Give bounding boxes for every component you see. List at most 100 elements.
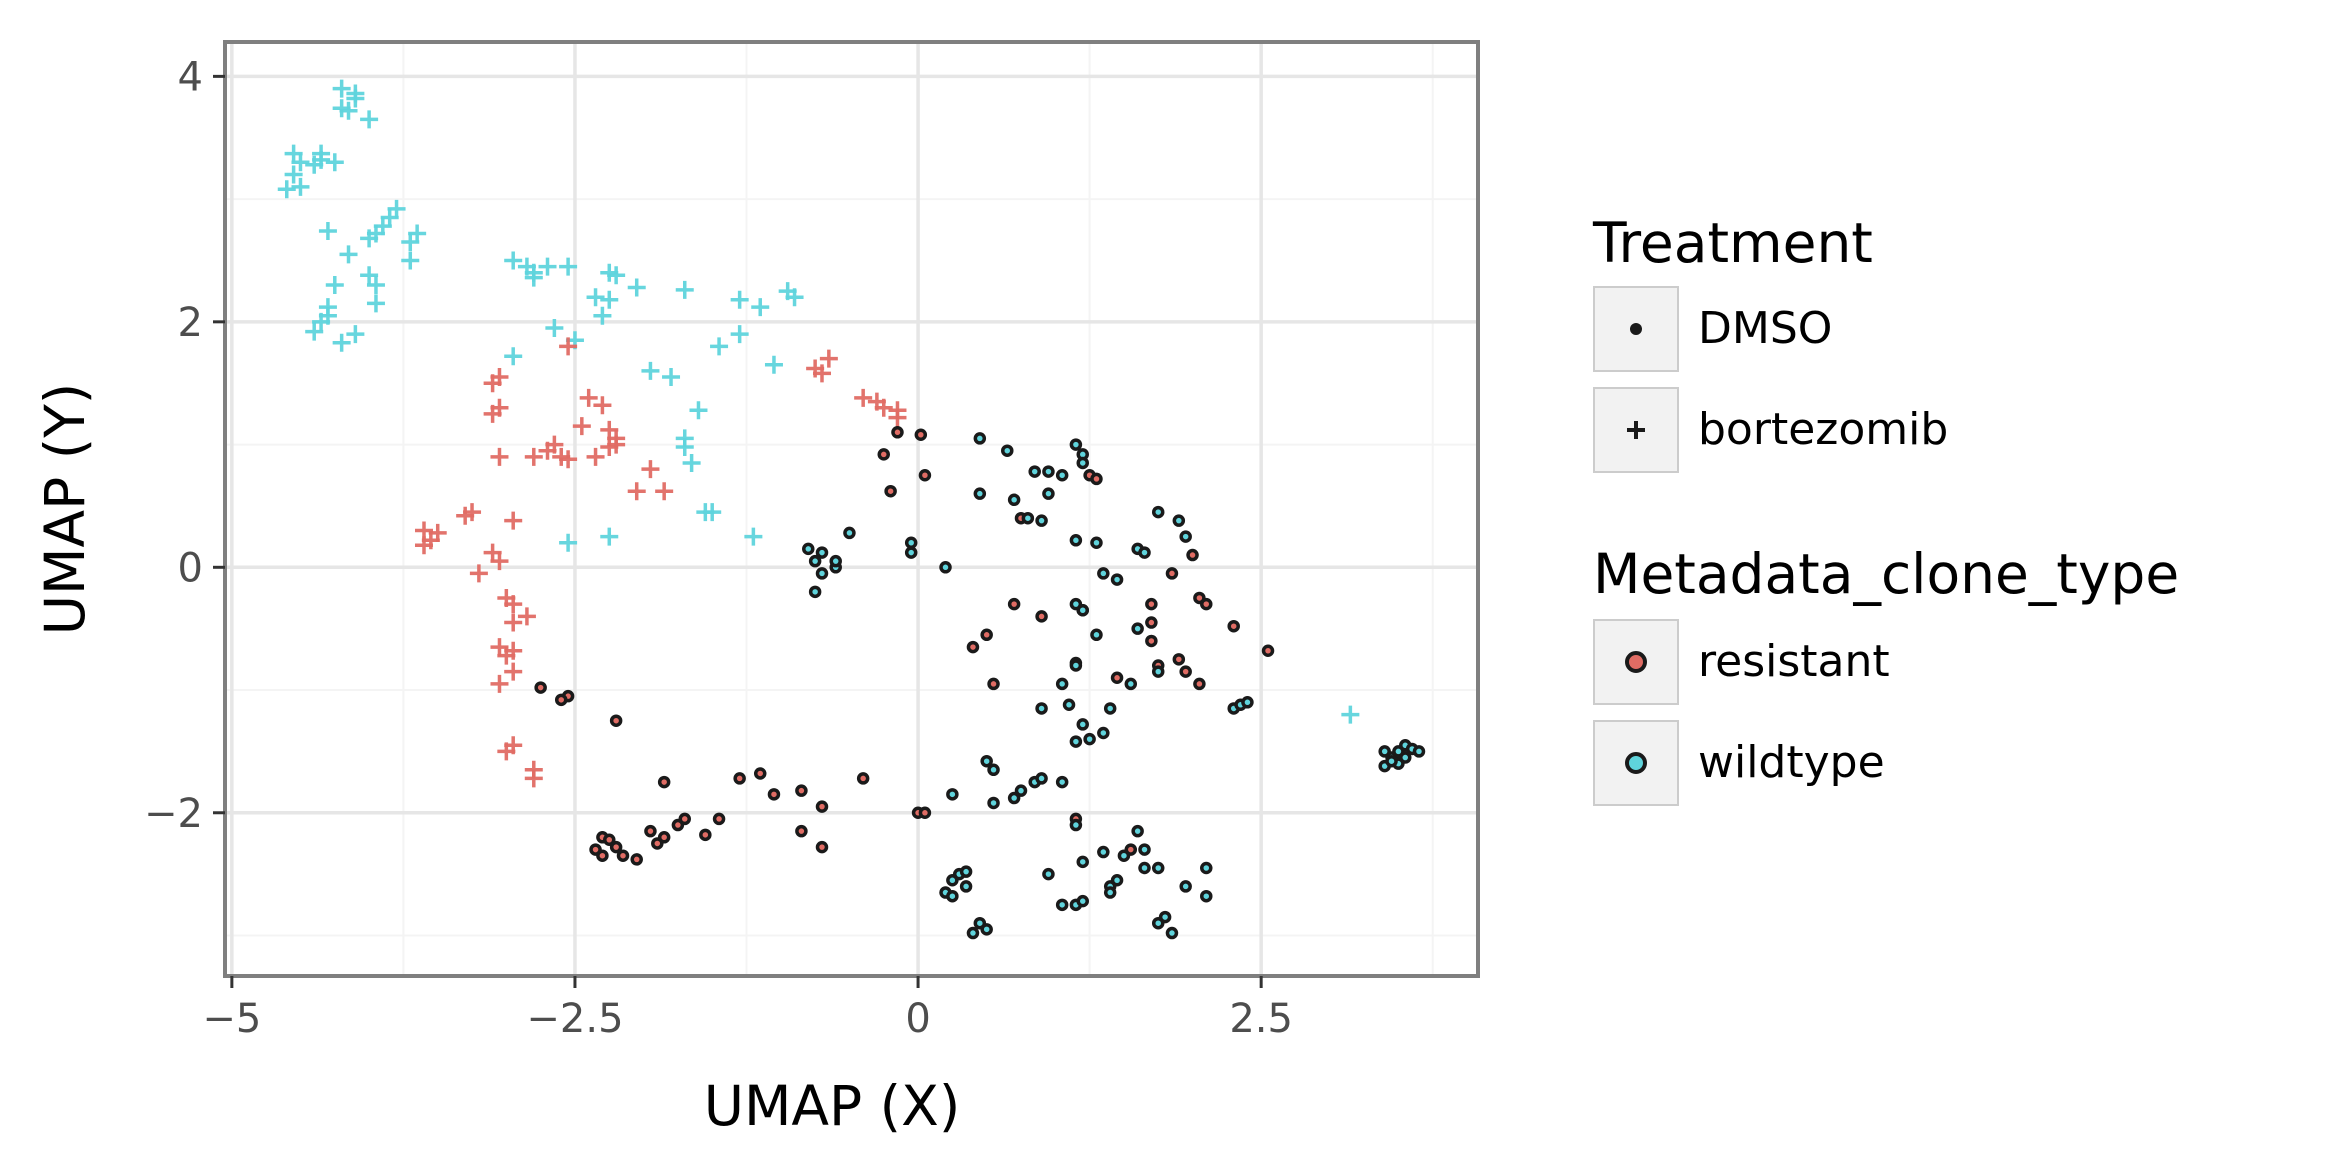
point-dmso-wildtype xyxy=(939,561,952,574)
point-dmso-wildtype xyxy=(1035,514,1048,527)
point-dmso-resistant xyxy=(918,806,932,820)
point-bortezomib-wildtype xyxy=(730,325,749,344)
point-dmso-wildtype xyxy=(802,542,815,556)
point-bortezomib-wildtype xyxy=(1341,705,1360,724)
point-bortezomib-wildtype xyxy=(504,347,523,366)
point-bortezomib-wildtype xyxy=(593,306,612,325)
point-dmso-wildtype xyxy=(1110,874,1124,887)
point-dmso-wildtype xyxy=(843,526,856,540)
point-dmso-resistant xyxy=(712,812,726,826)
point-dmso-resistant xyxy=(1172,653,1186,666)
point-dmso-resistant xyxy=(596,849,609,862)
point-bortezomib-wildtype xyxy=(689,401,708,420)
point-dmso-wildtype xyxy=(1385,754,1398,768)
point-dmso-resistant xyxy=(616,849,630,862)
point-dmso-wildtype xyxy=(1069,534,1083,547)
point-bortezomib-resistant xyxy=(888,408,907,427)
point-bortezomib-resistant xyxy=(854,388,873,407)
point-bortezomib-wildtype xyxy=(318,298,337,317)
point-bortezomib-resistant xyxy=(504,613,523,632)
point-dmso-resistant xyxy=(918,468,932,482)
point-bortezomib-wildtype xyxy=(366,294,385,313)
point-dmso-wildtype xyxy=(904,536,918,550)
point-dmso-wildtype xyxy=(1007,791,1021,805)
point-dmso-wildtype xyxy=(1035,702,1048,715)
point-dmso-resistant xyxy=(678,812,692,826)
point-dmso-wildtype xyxy=(1124,677,1138,691)
legend-symbol-wildtype xyxy=(1625,752,1647,774)
legend-label-bortezomib: bortezomib xyxy=(1698,404,1948,455)
point-dmso-wildtype xyxy=(1007,493,1021,507)
point-dmso-resistant xyxy=(609,714,623,727)
point-bortezomib-wildtype xyxy=(600,527,619,546)
point-bortezomib-wildtype xyxy=(360,110,379,129)
point-dmso-resistant xyxy=(1165,567,1179,580)
point-dmso-wildtype xyxy=(1069,659,1083,672)
point-bortezomib-wildtype xyxy=(318,222,337,241)
point-dmso-resistant xyxy=(815,840,829,854)
x-axis-title: UMAP (X) xyxy=(704,1074,961,1138)
x-tick-label: −2.5 xyxy=(526,996,623,1042)
point-dmso-wildtype xyxy=(1103,702,1117,715)
point-dmso-wildtype xyxy=(1179,880,1192,893)
point-bortezomib-resistant xyxy=(504,595,523,614)
point-dmso-resistant xyxy=(1110,671,1124,685)
point-bortezomib-wildtype xyxy=(332,79,351,98)
x-tick-label: −5 xyxy=(202,996,261,1042)
point-dmso-resistant xyxy=(980,628,993,642)
point-bortezomib-wildtype xyxy=(291,177,310,196)
y-axis-title: UMAP (Y) xyxy=(33,383,97,636)
point-dmso-wildtype xyxy=(808,554,822,568)
point-dmso-wildtype xyxy=(1055,775,1069,789)
point-dmso-resistant xyxy=(733,772,746,785)
point-dmso-wildtype xyxy=(1076,456,1089,470)
point-bortezomib-wildtype xyxy=(675,438,694,457)
point-dmso-wildtype xyxy=(1138,861,1151,875)
point-dmso-wildtype xyxy=(1090,536,1103,550)
point-dmso-resistant xyxy=(753,767,767,780)
point-dmso-wildtype xyxy=(946,889,959,903)
point-dmso-wildtype xyxy=(1097,567,1110,580)
point-bortezomib-resistant xyxy=(504,641,523,660)
legend-title-treatment: Treatment xyxy=(1592,211,1873,275)
y-tick-label: 4 xyxy=(178,54,203,100)
point-dmso-wildtype xyxy=(1097,845,1110,859)
point-bortezomib-wildtype xyxy=(538,257,557,276)
point-dmso-wildtype xyxy=(1131,824,1144,838)
point-dmso-wildtype xyxy=(1055,898,1069,912)
point-dmso-wildtype xyxy=(1076,894,1089,908)
x-tick-label: 2.5 xyxy=(1229,996,1293,1042)
point-bortezomib-resistant xyxy=(483,374,502,393)
point-dmso-resistant xyxy=(534,681,547,694)
point-bortezomib-resistant xyxy=(874,398,893,417)
point-bortezomib-resistant xyxy=(559,337,578,356)
point-bortezomib-wildtype xyxy=(360,266,379,285)
point-bortezomib-resistant xyxy=(490,674,509,693)
point-dmso-wildtype xyxy=(973,487,987,500)
point-dmso-wildtype xyxy=(980,923,993,936)
point-bortezomib-resistant xyxy=(524,769,543,788)
y-tick-label: 0 xyxy=(178,545,203,591)
point-dmso-wildtype xyxy=(1028,465,1041,478)
point-dmso-wildtype xyxy=(1138,843,1151,856)
point-bortezomib-wildtype xyxy=(360,229,379,248)
point-dmso-wildtype xyxy=(1042,465,1055,478)
point-bortezomib-wildtype xyxy=(346,325,365,344)
point-dmso-wildtype xyxy=(1090,628,1103,642)
point-bortezomib-resistant xyxy=(469,564,488,583)
point-bortezomib-wildtype xyxy=(312,312,331,331)
point-bortezomib-resistant xyxy=(504,662,523,681)
y-tick-label: 2 xyxy=(178,300,203,346)
point-dmso-wildtype xyxy=(1172,514,1186,527)
point-dmso-wildtype xyxy=(987,796,1000,810)
point-dmso-wildtype xyxy=(1241,696,1254,709)
x-axis-ticks: −5 −2.5 0 2.5 xyxy=(202,976,1293,1042)
point-dmso-wildtype xyxy=(1151,505,1165,519)
point-dmso-wildtype xyxy=(829,554,842,568)
point-dmso-resistant xyxy=(1200,597,1213,611)
point-dmso-wildtype xyxy=(1083,732,1096,746)
point-bortezomib-wildtype xyxy=(545,318,564,337)
point-bortezomib-wildtype xyxy=(332,333,351,352)
legend-symbol-dot xyxy=(1630,323,1642,335)
point-dmso-wildtype xyxy=(959,865,973,878)
